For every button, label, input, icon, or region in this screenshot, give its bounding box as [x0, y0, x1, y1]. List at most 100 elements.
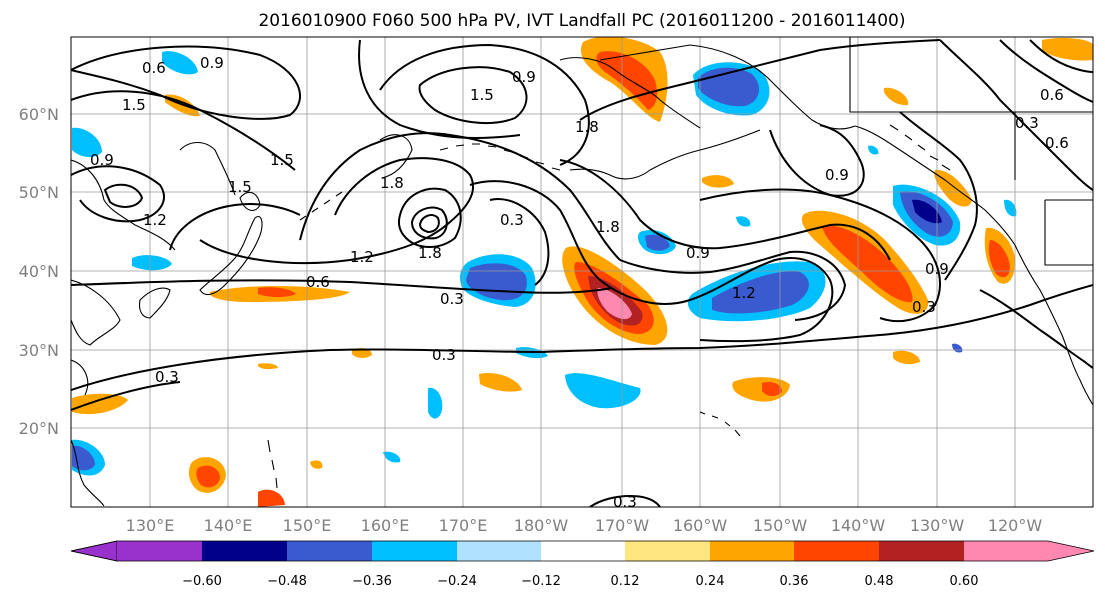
anomaly-positive — [702, 175, 734, 188]
contour-label: 0.6 — [1045, 134, 1069, 152]
anomaly-negative — [383, 451, 401, 463]
contour-label: 0.6 — [142, 59, 166, 77]
anomaly-positive — [988, 240, 1010, 278]
contour-label: 1.8 — [575, 118, 599, 136]
colorbar-swatch — [794, 541, 879, 561]
colorbar-tick-label: −0.60 — [182, 574, 222, 589]
contour-label: 1.8 — [380, 174, 404, 192]
anomaly-negative — [645, 234, 670, 251]
anomaly-positive — [884, 87, 909, 106]
colorbar-swatch — [70, 540, 118, 562]
anomaly-positive — [479, 372, 522, 392]
colorbar-tick-label: 0.12 — [611, 574, 640, 589]
colorbar-swatch — [710, 541, 794, 561]
colorbar-tick-label: −0.12 — [521, 574, 561, 589]
anomaly-positive — [196, 465, 220, 488]
contour-label: 0.3 — [432, 346, 456, 364]
contour-label: 0.3 — [613, 493, 637, 511]
colorbar-swatch — [372, 541, 457, 561]
map-frame — [70, 36, 1094, 508]
lat-label: 30°N — [19, 341, 59, 360]
contour-label: 1.5 — [228, 178, 252, 196]
lon-label: 140°W — [831, 516, 886, 535]
anomaly-negative — [736, 216, 751, 227]
anomaly-positive — [310, 460, 323, 469]
lon-label: 180°W — [514, 516, 569, 535]
anomaly-negative — [72, 127, 102, 158]
lat-label: 60°N — [19, 105, 59, 124]
anomaly-negative — [712, 271, 809, 314]
anomaly-positive — [597, 288, 632, 320]
colorbar-outline — [70, 540, 1095, 562]
longitude-labels: 130°E 140°E 150°E 160°E 170°E 180°W 170°… — [126, 516, 1043, 535]
anomaly-negative — [132, 255, 172, 271]
colorbar-tick-label: 0.60 — [950, 574, 979, 589]
contour-label: 0.9 — [686, 244, 710, 262]
lon-label: 160°E — [361, 516, 410, 535]
contour-label: 0.9 — [512, 68, 536, 86]
lon-label: 170°E — [439, 516, 488, 535]
lon-label: 160°W — [673, 516, 728, 535]
contour-label: 0.9 — [825, 166, 849, 184]
figure-title: 2016010900 F060 500 hPa PV, IVT Landfall… — [258, 11, 905, 31]
colorbar-swatch — [457, 541, 541, 561]
lon-label: 130°W — [910, 516, 965, 535]
colorbar-swatch — [625, 541, 710, 561]
colorbar-tick-label: −0.24 — [437, 574, 477, 589]
colorbar-swatch — [879, 541, 964, 561]
lon-label: 150°W — [753, 516, 808, 535]
contour-label: 0.9 — [90, 151, 114, 169]
colorbar-swatch — [287, 541, 372, 561]
colorbar-tick-label: 0.24 — [696, 574, 725, 589]
latitude-labels: 60°N 50°N 40°N 30°N 20°N — [19, 105, 59, 438]
anomaly-negative — [868, 145, 879, 155]
contour-label-group: 0.6 0.9 1.5 1.2 0.9 1.5 1.5 1.8 1.5 1.8 … — [90, 54, 1069, 511]
contour-label: 1.5 — [470, 86, 494, 104]
contour-label: 1.5 — [122, 96, 146, 114]
anomaly-positive — [258, 287, 296, 297]
gridlines — [71, 37, 1093, 507]
anomaly-negative — [1004, 199, 1017, 217]
anomaly-positive — [258, 489, 285, 507]
anomaly-positive — [72, 393, 128, 415]
anomaly-positive — [1042, 37, 1093, 61]
anomaly-negative — [162, 51, 198, 75]
contour-label: 0.9 — [200, 54, 224, 72]
lon-label: 170°W — [595, 516, 650, 535]
contour-label: 1.2 — [732, 284, 756, 302]
shaded-anomalies — [72, 37, 1093, 507]
colorbar-tick-label: 0.36 — [780, 574, 809, 589]
contour-label: 0.3 — [155, 368, 179, 386]
colorbar-swatch — [964, 541, 1048, 561]
contour-label: 0.3 — [500, 211, 524, 229]
contour-label: 0.3 — [440, 290, 464, 308]
contour-label: 1.5 — [270, 151, 294, 169]
anomaly-negative — [428, 387, 443, 419]
anomaly-negative — [912, 199, 942, 224]
contour-label: 1.2 — [143, 211, 167, 229]
colorbar-swatch — [541, 541, 625, 561]
contour-label: 0.6 — [1040, 86, 1064, 104]
colorbar-tick-label: 0.48 — [865, 574, 894, 589]
lon-label: 150°E — [283, 516, 332, 535]
colorbar: −0.60 −0.48 −0.36 −0.24 −0.12 0.12 0.24 … — [70, 540, 1095, 589]
anomaly-positive — [762, 382, 782, 397]
contour-label: 0.3 — [1015, 114, 1039, 132]
contour-label: 1.8 — [596, 218, 620, 236]
lon-label: 140°E — [204, 516, 253, 535]
contour-label: 0.6 — [306, 273, 330, 291]
lon-label: 130°E — [126, 516, 175, 535]
colorbar-swatch — [1048, 541, 1094, 561]
lon-label: 120°W — [988, 516, 1043, 535]
contour-label: 0.9 — [925, 260, 949, 278]
colorbar-swatch — [202, 541, 287, 561]
colorbar-tick-label: −0.48 — [267, 574, 307, 589]
lat-label: 50°N — [19, 183, 59, 202]
lat-label: 40°N — [19, 262, 59, 281]
anomaly-positive — [893, 350, 920, 365]
colorbar-tick-label: −0.36 — [352, 574, 392, 589]
contour-label: 1.2 — [350, 248, 374, 266]
anomaly-positive — [822, 225, 913, 303]
lat-label: 20°N — [19, 419, 59, 438]
